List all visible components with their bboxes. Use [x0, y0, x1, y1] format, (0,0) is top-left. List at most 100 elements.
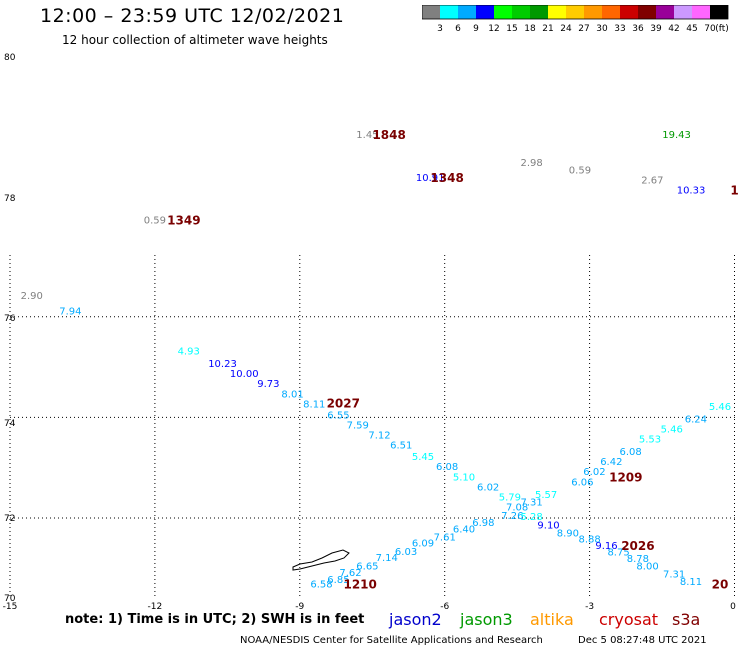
swh-value: 5.57: [535, 490, 557, 501]
swh-value: 7.61: [434, 533, 456, 544]
legend-jason2: jason2: [389, 610, 442, 629]
swh-value: 6.06: [571, 477, 593, 488]
swh-value: 2.98: [521, 158, 543, 169]
colorbar-tick-label: 39: [650, 24, 662, 34]
swh-value: 6.08: [620, 447, 642, 458]
colorbar-swatch: [422, 5, 440, 19]
colorbar-tick-label: 6: [455, 24, 461, 34]
pass-time: 20: [712, 578, 729, 592]
colorbar-tick-label: 42: [668, 24, 679, 34]
swh-value: 7.12: [368, 431, 390, 442]
colorbar-swatch: [440, 5, 458, 19]
colorbar-tick-label: 3: [437, 24, 443, 34]
swh-value: 7.26: [501, 511, 523, 522]
pass-time: 1848: [372, 128, 405, 142]
legend-s3a: s3a: [672, 610, 701, 629]
jan-mayen-island-outline: [292, 549, 350, 571]
swh-value: 2.90: [21, 291, 43, 302]
swh-value: 0.59: [144, 216, 166, 227]
legend-cryosat: cryosat: [599, 610, 659, 629]
map-subtitle: 12 hour collection of altimeter wave hei…: [62, 33, 328, 47]
swh-value: 8.90: [557, 528, 579, 539]
swh-value: 8.78: [627, 554, 649, 565]
credit-line: NOAA/NESDIS Center for Satellite Applica…: [240, 635, 543, 646]
pass-time: 1210: [343, 578, 376, 592]
swh-value: 6.65: [356, 561, 378, 572]
swh-value: 7.31: [663, 569, 685, 580]
colorbar-swatch: [476, 5, 494, 19]
swh-value: 6.98: [472, 518, 494, 529]
swh-value: 7.08: [506, 502, 528, 513]
colorbar-swatch: [512, 5, 530, 19]
swh-value: 6.02: [583, 467, 605, 478]
swh-value: 7.94: [59, 306, 81, 317]
swh-value: 8.01: [281, 389, 303, 400]
swh-value: 5.46: [709, 402, 731, 413]
pass-time: 1209: [609, 470, 642, 484]
colorbar-swatch: [566, 5, 584, 19]
swh-value: 19.43: [662, 130, 691, 141]
swh-value: 6.40: [453, 524, 475, 535]
colorbar-tick-label: 9: [473, 24, 479, 34]
pass-time: 1348: [430, 171, 463, 185]
swh-value: 9.73: [257, 379, 279, 390]
colorbar-swatch: [602, 5, 620, 19]
swh-value: 2.67: [641, 176, 663, 187]
swh-value: 6.03: [395, 547, 417, 558]
colorbar-swatch: [494, 5, 512, 19]
swh-value: 5.46: [661, 424, 683, 435]
colorbar-swatch: [548, 5, 566, 19]
swh-value: 5.28: [521, 512, 543, 523]
longitude-label: -12: [148, 602, 163, 610]
swh-value: 8.11: [303, 399, 325, 410]
legend-jason3: jason3: [460, 610, 513, 629]
colorbar-tick-label: 12: [488, 24, 499, 34]
swh-value: 6.02: [477, 482, 499, 493]
swh-value: 6.08: [436, 462, 458, 473]
colorbar-swatch: [530, 5, 548, 19]
swh-value: 6.09: [412, 539, 434, 550]
pass-time: 2027: [327, 396, 360, 410]
swh-value: 9.10: [537, 520, 559, 531]
colorbar-tick-label: 30: [596, 24, 608, 34]
swh-value: 1.45: [356, 130, 378, 141]
colorbar-tick-label: 21: [542, 24, 553, 34]
swh-value: 5.79: [499, 492, 521, 503]
legend-altika: altika: [530, 610, 574, 629]
swh-value: 10.33: [677, 186, 706, 197]
colorbar-swatch: [674, 5, 692, 19]
pass-time: 1: [730, 184, 738, 198]
colorbar-tick-label: 27: [578, 24, 589, 34]
map-axis-labels: 80 78 76 74 72 70-15 -12 -9 -6 -3 0: [3, 53, 736, 610]
latitude-label: 76: [4, 314, 16, 324]
swh-value: 7.62: [339, 568, 361, 579]
swh-value: 8.88: [578, 535, 600, 546]
colorbar-frame: [422, 5, 729, 20]
longitude-label: -6: [440, 602, 449, 610]
swh-value: 7.59: [347, 420, 369, 431]
colorbar-swatch: [692, 5, 710, 19]
swh-value: 6.85: [327, 575, 349, 586]
swh-value: 6.55: [327, 410, 349, 421]
colorbar-tick-label: 36: [632, 24, 644, 34]
swh-value: 0.59: [569, 165, 591, 176]
pass-time-labels: 1848 1348 1 1349 2027 1209 2026 1210 20: [167, 128, 739, 591]
swh-observations: 1.45 19.43 2.98 0.59 10.91 2.67 10.33 0.59 2.90 7…: [21, 130, 732, 590]
swh-value: 7.31: [521, 497, 543, 508]
map-title: 12:00 – 23:59 UTC 12/02/2021: [40, 5, 345, 27]
latitude-label: 72: [4, 514, 15, 524]
colorbar-swatch: [458, 5, 476, 19]
swh-value: 6.24: [685, 414, 707, 425]
swh-value: 6.51: [390, 441, 412, 452]
colorbar-tick-label: 18: [524, 24, 536, 34]
longitude-label: 0: [730, 602, 736, 610]
swh-value: 8.75: [607, 548, 629, 559]
colorbar-swatch: [620, 5, 638, 19]
swh-value: 8.11: [680, 577, 702, 588]
colorbar-swatch: [710, 5, 728, 19]
longitude-label: -3: [585, 602, 594, 610]
map-grid: [9, 255, 738, 598]
longitude-label: -15: [3, 602, 18, 610]
swh-value: 6.58: [310, 580, 332, 591]
wave-height-colorbar: 3 6 9 12 15 18 21 24 27 30 33 36 39 42 45 70 (ft): [422, 5, 729, 34]
